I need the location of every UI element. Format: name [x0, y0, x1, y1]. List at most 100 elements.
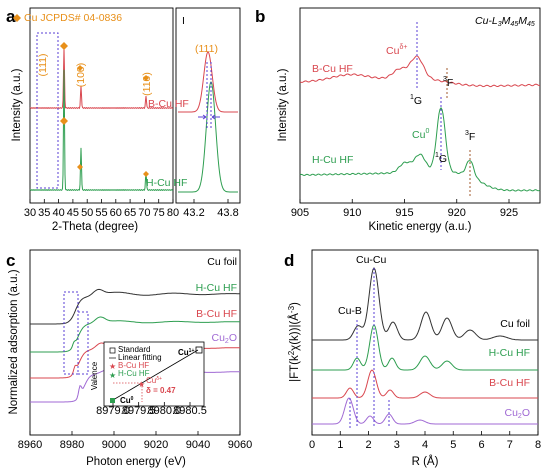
series-label-cu-foil-c: Cu foil: [207, 256, 237, 268]
legend-h-star-icon: ★: [109, 371, 116, 380]
series-cu-foil-xanes: [30, 288, 241, 325]
panel-d-x-ticks: 0 1 2 3 4 5 6 7 8: [309, 431, 541, 451]
panel-a: a Intensity (a.u.) 2-Theta (degree) 30 35…: [6, 7, 241, 233]
x-tick-label: 3: [394, 439, 400, 451]
panel-a-x-ticks: 30 35 40 45 50 55 60 65 70 75 80: [24, 199, 179, 219]
x-tick-label: 8980: [60, 439, 84, 451]
shift-arrow-icon: [198, 114, 207, 120]
linear-fit-line: [112, 349, 199, 401]
series-label-h-cu-hf-b: H-Cu HF: [312, 154, 353, 166]
series-cu-foil-exafs: [312, 267, 538, 341]
inset-roman-label: I: [182, 15, 185, 27]
x-tick-label: 30: [24, 207, 36, 219]
x-tick-label: 8: [535, 439, 541, 451]
panel-a-ylabel: Intensity (a.u.): [11, 68, 23, 141]
panel-label-c: c: [6, 251, 15, 270]
panel-b-plot-frame: [299, 7, 541, 204]
panel-d-ylabel: |FT(k2χ(k))|(Å-3): [287, 302, 301, 382]
x-tick-label: 35: [38, 207, 50, 219]
panel-b: b Intensity (a.u.) Kinetic energy (a.u.)…: [255, 7, 541, 233]
series-b-cu-hf-xrd: [29, 47, 173, 110]
panel-b-xlabel: Kinetic energy (a.u.): [369, 221, 472, 233]
panel-b-title: Cu-L3M45M45: [475, 15, 535, 28]
peak-label-100: (100): [75, 63, 87, 88]
annot-cu0: Cu0: [412, 128, 429, 141]
inset-peak-label: (111): [195, 43, 218, 55]
x-tick-label: 925: [500, 207, 518, 219]
b-star-point-icon: ★: [138, 380, 145, 389]
inset-series-h-cu-hf: [178, 81, 238, 193]
ref-peak-marker-icon: [77, 65, 83, 71]
series-label-h-cu-hf-c: H-Cu HF: [196, 282, 237, 294]
ref-peak-marker-icon: [143, 171, 149, 177]
annot-cu-cu: Cu-Cu: [356, 254, 387, 266]
annot-1g-h: 1G: [435, 152, 447, 165]
legend-standard-icon: [109, 347, 116, 354]
x-tick-label: 920: [448, 207, 466, 219]
x-tick-label: 910: [343, 207, 361, 219]
annot-3f-h: 3F: [465, 130, 475, 143]
x-tick-label: 0: [309, 439, 315, 451]
series-label-b-cu-hf-b: B-Cu HF: [312, 63, 353, 75]
panel-d-xlabel: R (Å): [412, 455, 439, 468]
panel-a-inset-frame: [175, 7, 241, 204]
x-tick-label: 70: [138, 207, 150, 219]
inset-series-b-cu-hf: [178, 51, 238, 113]
panel-c-ylabel: Normalized adsorption (a.u.): [8, 269, 20, 414]
inset-legend-b: B-Cu HF: [118, 361, 149, 370]
x-tick-label: 40: [52, 207, 64, 219]
series-label-h-cu-hf-d: H-Cu HF: [489, 347, 530, 359]
ref-peak-marker-icon: [143, 75, 149, 81]
series-b-cu-hf-exafs: [312, 369, 538, 399]
cu-legend-diamond-icon: [13, 14, 21, 22]
x-tick-label: 5: [450, 439, 456, 451]
ref-peak-marker-icon: [77, 164, 83, 170]
series-label-b-cu-hf: B-Cu HF: [148, 98, 189, 110]
x-tick-label: 9000: [102, 439, 126, 451]
panel-a-legend-text: Cu JCPDS# 04-0836: [24, 12, 122, 24]
x-tick-label: 75: [153, 207, 165, 219]
x-tick-label: 9060: [228, 439, 252, 451]
series-label-b-cu-hf-d: B-Cu HF: [489, 377, 530, 389]
x-tick-label: 905: [291, 207, 309, 219]
inset-legend-h: H-Cu HF: [118, 369, 150, 378]
x-tick-label: 2: [365, 439, 371, 451]
peak-label-111: (111): [37, 54, 49, 77]
panel-a-xlabel: 2-Theta (degree): [52, 221, 138, 233]
series-label-cu2o-c: Cu2O: [211, 332, 237, 345]
x-tick-label: 8979.5: [122, 405, 156, 417]
series-b-cu-hf-auger: [299, 55, 541, 88]
x-tick-label: 45: [67, 207, 79, 219]
annot-3f-b: 3F: [443, 76, 453, 89]
shift-arrow-icon: [211, 114, 220, 120]
inset-ylabel: Valence: [90, 361, 99, 390]
series-label-b-cu-hf-c: B-Cu HF: [196, 308, 237, 320]
x-tick-label: 80: [167, 207, 179, 219]
peak-label-110: (110): [141, 72, 153, 96]
series-h-cu-hf-xanes: [30, 316, 240, 353]
annot-1g-b: 1G: [410, 94, 422, 107]
x-tick-label: 65: [124, 207, 136, 219]
annot-cu-delta: Cuδ+: [386, 44, 407, 57]
series-label-cu-foil-d: Cu foil: [500, 318, 530, 330]
x-tick-label: 43.8: [217, 207, 238, 219]
x-tick-label: 50: [81, 207, 93, 219]
annot-cu-b: Cu-B: [338, 305, 362, 317]
x-tick-label: 9040: [186, 439, 210, 451]
x-tick-label: 915: [395, 207, 413, 219]
legend-b-star-icon: ★: [109, 362, 116, 371]
series-h-cu-hf-xrd: [29, 69, 173, 192]
cu1-point-icon: [195, 346, 203, 354]
panel-c-xlabel: Photon energy (eV): [86, 456, 186, 468]
panel-c-plot-frame: [29, 249, 241, 436]
panel-c-x-ticks: 8960 8980 9000 9020 9040 9060: [18, 431, 252, 451]
series-label-h-cu-hf: H-Cu HF: [146, 177, 187, 189]
cu-delta-label: Cuδ+: [146, 376, 162, 385]
edge-highlight-box: [63, 291, 79, 375]
cu1-label: Cu1+: [178, 348, 194, 357]
x-tick-label: 60: [110, 207, 122, 219]
panel-a-inset-x-ticks: 43.2 43.8: [183, 199, 239, 219]
